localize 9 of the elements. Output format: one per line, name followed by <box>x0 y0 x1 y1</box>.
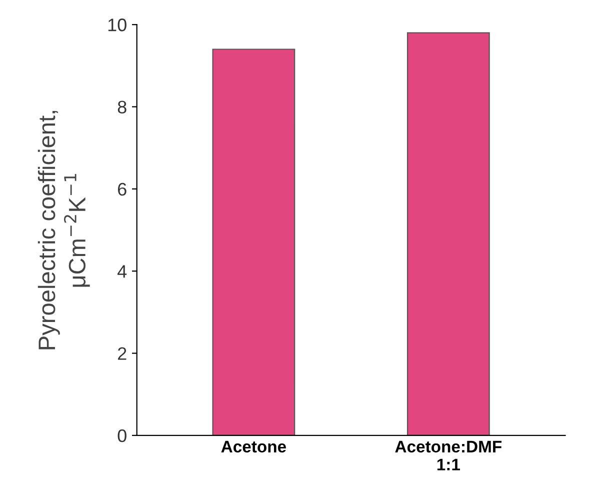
x-tick-label: Acetone:DMF 1:1 <box>395 440 502 470</box>
y-tick-label: 6 <box>118 182 126 196</box>
y-tick-label: 8 <box>118 100 126 114</box>
x-tick-label: Acetone <box>221 440 286 453</box>
y-tick-label: 4 <box>118 265 127 278</box>
y-tick-label: 0 <box>118 429 126 442</box>
y-axis-title: Pyroelectric coefficient, μCm$^{−2}$K$^{−1}$ <box>38 110 90 350</box>
y-tick-label: 10 <box>108 18 126 32</box>
y-tick-label: 2 <box>118 347 126 360</box>
